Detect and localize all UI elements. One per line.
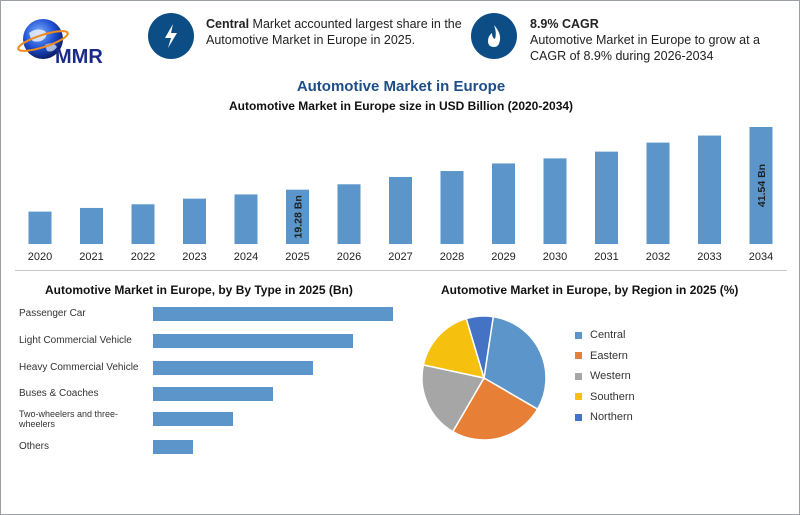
highlight-1-bold: Central xyxy=(206,17,250,31)
bar-2022 xyxy=(131,204,155,244)
x-tick-2021: 2021 xyxy=(79,251,103,263)
legend-item-eastern: Eastern xyxy=(575,350,635,371)
x-tick-2024: 2024 xyxy=(234,251,258,263)
type-label: Two-wheelers and three-wheelers xyxy=(19,409,119,429)
type-bar xyxy=(153,307,393,321)
market-size-bar-chart: 2020 2021 2022 2023 2024 2025 2026 2027 2028 2029… xyxy=(28,127,773,263)
region-chart-title: Automotive Market in Europe, by Region i… xyxy=(441,283,739,297)
x-tick-2029: 2029 xyxy=(491,251,515,263)
bar-2029 xyxy=(492,163,515,244)
logo-text: MMR xyxy=(55,46,103,68)
pie-slice-western xyxy=(421,364,486,433)
highlight-2-body: Automotive Market in Europe to grow at a… xyxy=(530,33,760,63)
type-label: Heavy Commercial Vehicle xyxy=(19,362,139,373)
legend-item-northern: Northern xyxy=(575,411,635,432)
bar-2025 xyxy=(286,189,309,244)
x-tick-2025: 2025 xyxy=(285,251,309,263)
bar-2024 xyxy=(234,194,258,244)
main-chart-subtitle: Automotive Market in Europe size in USD … xyxy=(228,99,574,113)
highlight-1-badge xyxy=(148,13,194,59)
data-label-2034: 41.54 Bn xyxy=(756,164,768,207)
x-tick-2028: 2028 xyxy=(440,251,464,263)
region-pie-chart xyxy=(421,315,547,441)
type-label: Passenger Car xyxy=(19,308,86,319)
x-tick-2020: 2020 xyxy=(28,251,52,263)
bar-2020 xyxy=(28,211,52,244)
legend-label: Central xyxy=(590,329,626,341)
bar-2021 xyxy=(80,207,103,244)
highlight-2-text: 8.9% CAGR Automotive Market in Europe to… xyxy=(530,16,790,64)
highlight-2-bold: 8.9% CAGR xyxy=(530,17,599,31)
pie-slice-eastern xyxy=(451,376,539,441)
section-divider xyxy=(15,270,787,271)
main-chart-title: Automotive Market in Europe xyxy=(296,78,506,95)
highlight-1-text: Central Market accounted largest share i… xyxy=(206,16,471,48)
type-bar xyxy=(153,334,353,348)
legend-swatch xyxy=(575,372,582,380)
region-legend: Central Eastern Western Southern Northern xyxy=(575,329,635,432)
bar-2023 xyxy=(183,198,206,244)
legend-item-western: Western xyxy=(575,370,635,391)
legend-label: Southern xyxy=(590,390,635,403)
logo: MMR xyxy=(15,11,125,71)
legend-swatch xyxy=(575,393,582,401)
x-tick-2034: 2034 xyxy=(749,251,773,263)
highlight-1-body: Market accounted largest share in the Au… xyxy=(206,17,462,47)
flame-icon xyxy=(488,25,501,47)
bar-2034 xyxy=(749,127,773,244)
legend-label: Northern xyxy=(590,411,633,423)
bar-2030 xyxy=(543,158,567,244)
type-chart-title: Automotive Market in Europe, by By Type … xyxy=(45,283,353,297)
highlight-2-badge xyxy=(471,13,517,59)
type-label: Buses & Coaches xyxy=(19,388,99,399)
type-bar-chart: Passenger Car Light Commercial Vehicle Hea… xyxy=(1,297,401,457)
legend-item-central: Central xyxy=(575,329,635,350)
legend-label: Eastern xyxy=(590,349,628,362)
type-bar xyxy=(153,412,233,426)
x-tick-2023: 2023 xyxy=(182,251,206,263)
legend-item-southern: Southern xyxy=(575,391,635,412)
type-bar xyxy=(153,361,313,375)
type-label: Others xyxy=(19,441,50,452)
bar-2031 xyxy=(595,151,618,244)
pie-slice-northern xyxy=(465,315,495,379)
bar-2028 xyxy=(440,171,464,244)
x-tick-2027: 2027 xyxy=(388,251,412,263)
bar-2033 xyxy=(698,135,721,244)
type-label: Light Commercial Vehicle xyxy=(19,335,132,346)
legend-label: Western xyxy=(590,370,631,382)
type-bar xyxy=(153,440,193,454)
x-tick-2033: 2033 xyxy=(697,251,721,263)
type-bar xyxy=(153,387,273,401)
x-tick-2026: 2026 xyxy=(337,251,361,263)
data-label-2025: 19.28 Bn xyxy=(293,195,305,238)
bar-2027 xyxy=(389,176,412,244)
pie-slice-central xyxy=(483,315,547,411)
x-tick-2030: 2030 xyxy=(543,251,567,263)
x-tick-2032: 2032 xyxy=(646,251,670,263)
legend-swatch xyxy=(575,352,582,360)
legend-swatch xyxy=(575,331,582,339)
bar-2026 xyxy=(337,184,361,244)
x-tick-2022: 2022 xyxy=(131,251,155,263)
bar-2032 xyxy=(646,142,670,244)
globe-logo-icon: MMR xyxy=(17,19,103,68)
legend-swatch xyxy=(575,413,582,421)
lightning-icon xyxy=(165,24,177,48)
x-tick-2031: 2031 xyxy=(594,251,618,263)
pie-slice-southern xyxy=(422,317,486,380)
